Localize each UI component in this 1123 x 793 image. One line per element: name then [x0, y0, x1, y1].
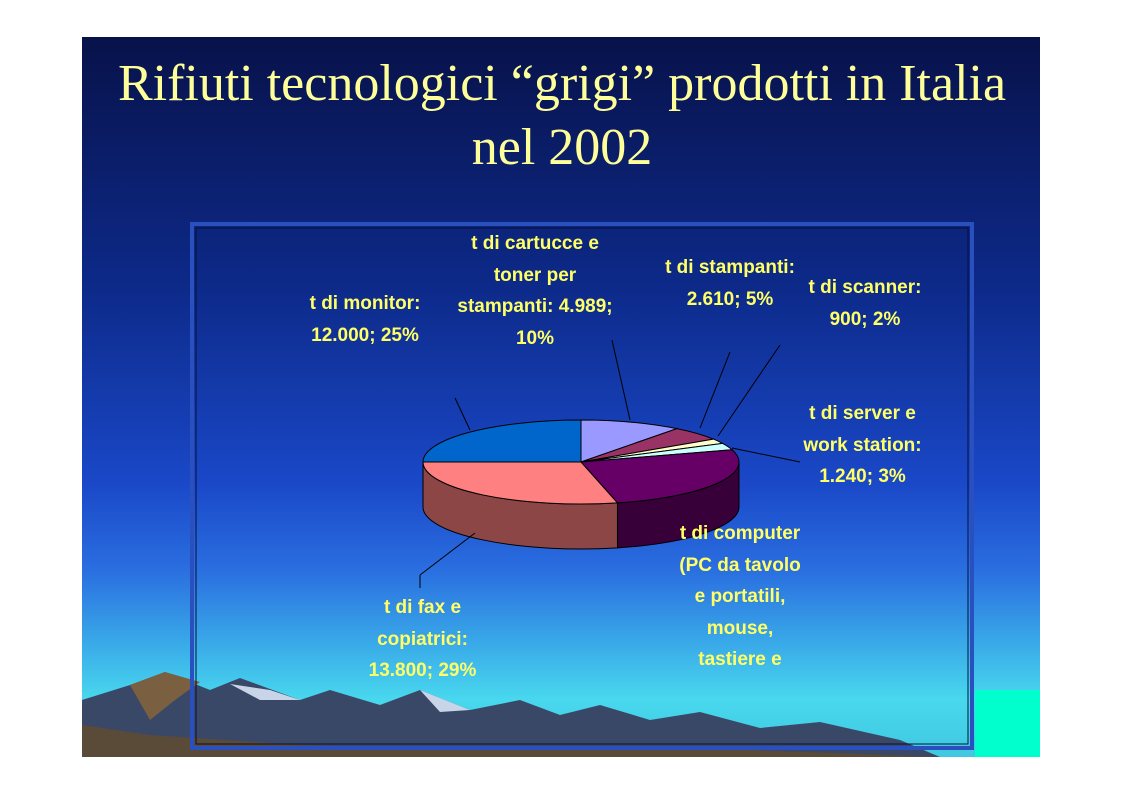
category-label: t di server e work station:	[803, 403, 922, 456]
category-label: t di fax e copiatrici:	[377, 597, 468, 650]
slice	[422, 419, 582, 463]
slide-background	[82, 37, 1040, 757]
value-label: 1.240; 3%	[819, 466, 906, 487]
value-label: 12.000; 25%	[311, 324, 419, 346]
data-label: t di monitor: 12.000; 25%	[300, 288, 430, 351]
category-label: t di monitor:	[309, 293, 421, 314]
chart-title: Rifiuti tecnologici “grigi” prodotti in …	[117, 55, 1007, 176]
data-label: t di scanner: 900; 2%	[805, 272, 925, 335]
plot-frame	[190, 222, 974, 750]
category-label: t di scanner:	[808, 277, 922, 298]
data-label: t di fax e copiatrici: 13.800; 29%	[355, 592, 490, 687]
data-label: t di cartucce e toner per stampanti: 4.9…	[455, 228, 615, 354]
value-label: 4.989; 10%	[515, 296, 613, 349]
plot-border	[195, 227, 969, 745]
data-label: t di computer (PC da tavolo e portatili,…	[675, 518, 805, 676]
label-area: t di cartucce e toner per stampanti: 4.9…	[190, 222, 972, 748]
value-label: 900; 2%	[829, 308, 901, 330]
leader-lines	[419, 339, 801, 588]
category-label: t di computer (PC da tavolo e portatili,…	[679, 523, 801, 670]
data-label: t di stampanti: 2.610; 5%	[660, 252, 800, 315]
value-label: 13.800; 29%	[368, 660, 477, 681]
slice	[580, 419, 679, 463]
slice	[422, 461, 619, 505]
category-label: t di stampanti:	[665, 257, 795, 278]
data-label: t di server e work station: 1.240; 3%	[795, 398, 930, 493]
slice	[579, 449, 740, 504]
pie	[422, 419, 740, 550]
category-label: t di cartucce e toner per stampanti:	[457, 233, 599, 317]
value-label: 2.610; 5%	[686, 288, 774, 310]
